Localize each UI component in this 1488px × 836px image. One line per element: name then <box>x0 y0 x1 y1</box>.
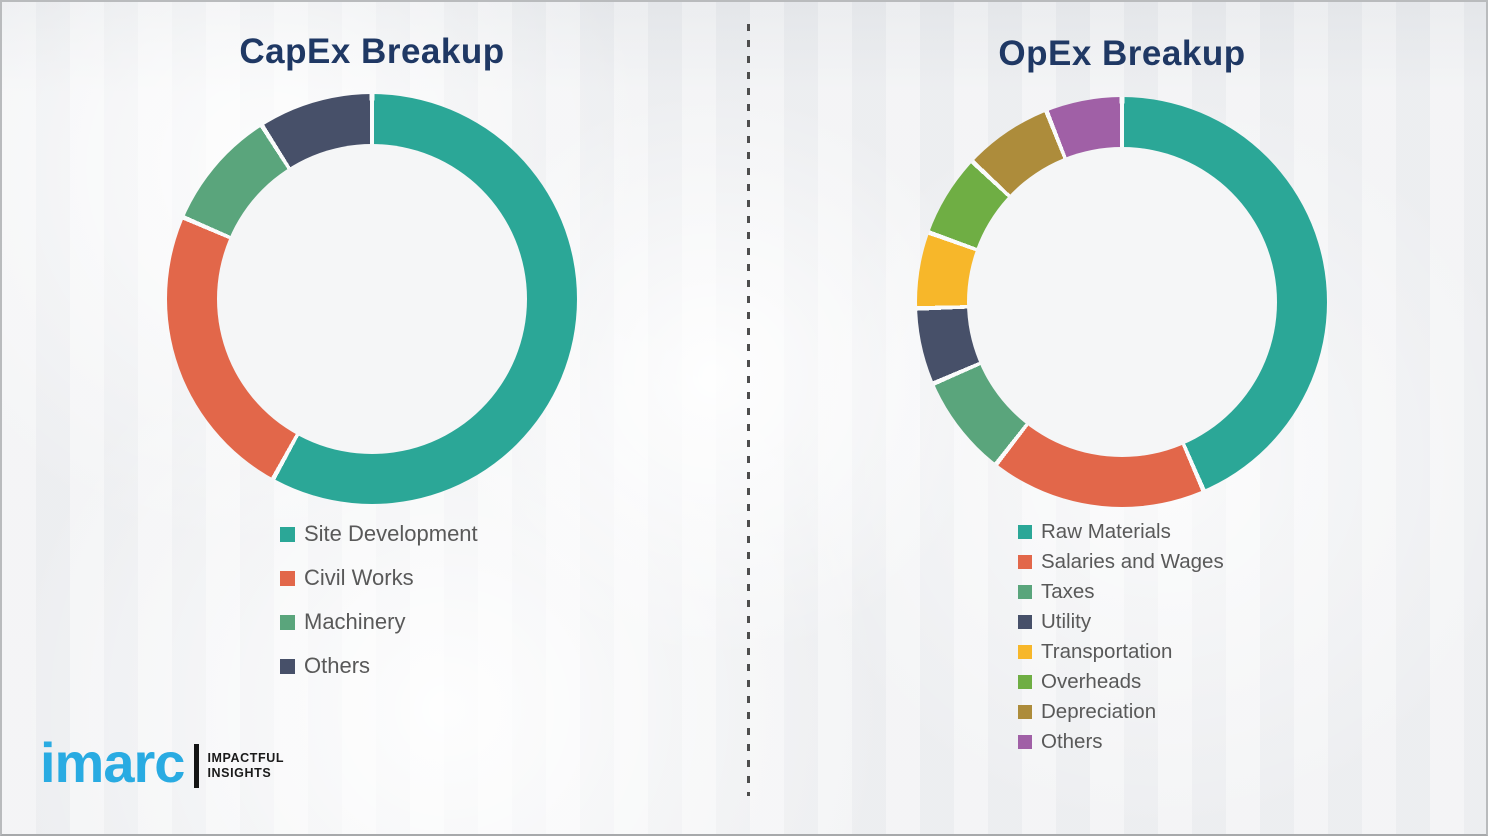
legend-swatch <box>280 526 295 542</box>
legend-swatch <box>1018 525 1032 539</box>
legend-label: Overheads <box>1041 670 1142 693</box>
legend-label: Depreciation <box>1041 700 1157 723</box>
opex-legend: Raw Materials Salaries and Wages Taxes U… <box>1018 517 1224 757</box>
legend-label: Civil Works <box>304 565 414 590</box>
legend-label: Transportation <box>1041 640 1173 663</box>
legend-item: Civil Works <box>280 556 478 600</box>
capex-legend: Site Development Civil Works Machinery O… <box>280 512 478 688</box>
opex-donut-hole <box>967 147 1277 457</box>
legend-item: Depreciation <box>1018 697 1224 727</box>
legend-swatch <box>280 614 295 630</box>
legend-swatch <box>1018 675 1032 689</box>
legend-item: Others <box>280 644 478 688</box>
legend-label: Machinery <box>304 609 406 634</box>
legend-swatch <box>1018 705 1032 719</box>
legend-label: Salaries and Wages <box>1041 550 1224 573</box>
legend-item: Transportation <box>1018 637 1224 667</box>
opex-chart-title: OpEx Breakup <box>998 34 1246 73</box>
capex-donut-hole <box>217 144 527 454</box>
legend-swatch <box>1018 585 1032 599</box>
legend-label: Others <box>304 653 371 678</box>
legend-swatch <box>280 658 295 674</box>
legend-label: Others <box>1041 730 1103 753</box>
logo-separator-bar <box>194 744 200 788</box>
tagline-line-1: IMPACTFUL <box>207 751 285 765</box>
capex-donut-chart <box>167 94 577 504</box>
legend-label: Utility <box>1041 610 1092 633</box>
legend-label: Taxes <box>1041 580 1095 603</box>
imarc-logo: imarc IMPACTFUL INSIGHTS <box>40 731 284 794</box>
legend-swatch <box>280 570 295 586</box>
legend-item: Salaries and Wages <box>1018 547 1224 577</box>
tagline-line-2: INSIGHTS <box>207 766 272 780</box>
dashed-divider <box>747 24 750 796</box>
legend-swatch <box>1018 645 1032 659</box>
legend-item: Machinery <box>280 600 478 644</box>
legend-label: Raw Materials <box>1041 520 1171 543</box>
legend-item: Others <box>1018 727 1224 757</box>
opex-donut-chart <box>917 97 1327 507</box>
legend-item: Utility <box>1018 607 1224 637</box>
legend-swatch <box>1018 555 1032 569</box>
legend-item: Taxes <box>1018 577 1224 607</box>
imarc-logo-wordmark: imarc <box>40 731 185 794</box>
legend-label: Site Development <box>304 521 478 546</box>
legend-item: Raw Materials <box>1018 517 1224 547</box>
imarc-tagline: IMPACTFUL INSIGHTS <box>207 751 284 781</box>
legend-swatch <box>1018 615 1032 629</box>
capex-chart-title: CapEx Breakup <box>239 32 505 71</box>
legend-item: Overheads <box>1018 667 1224 697</box>
legend-swatch <box>1018 735 1032 749</box>
legend-item: Site Development <box>280 512 478 556</box>
